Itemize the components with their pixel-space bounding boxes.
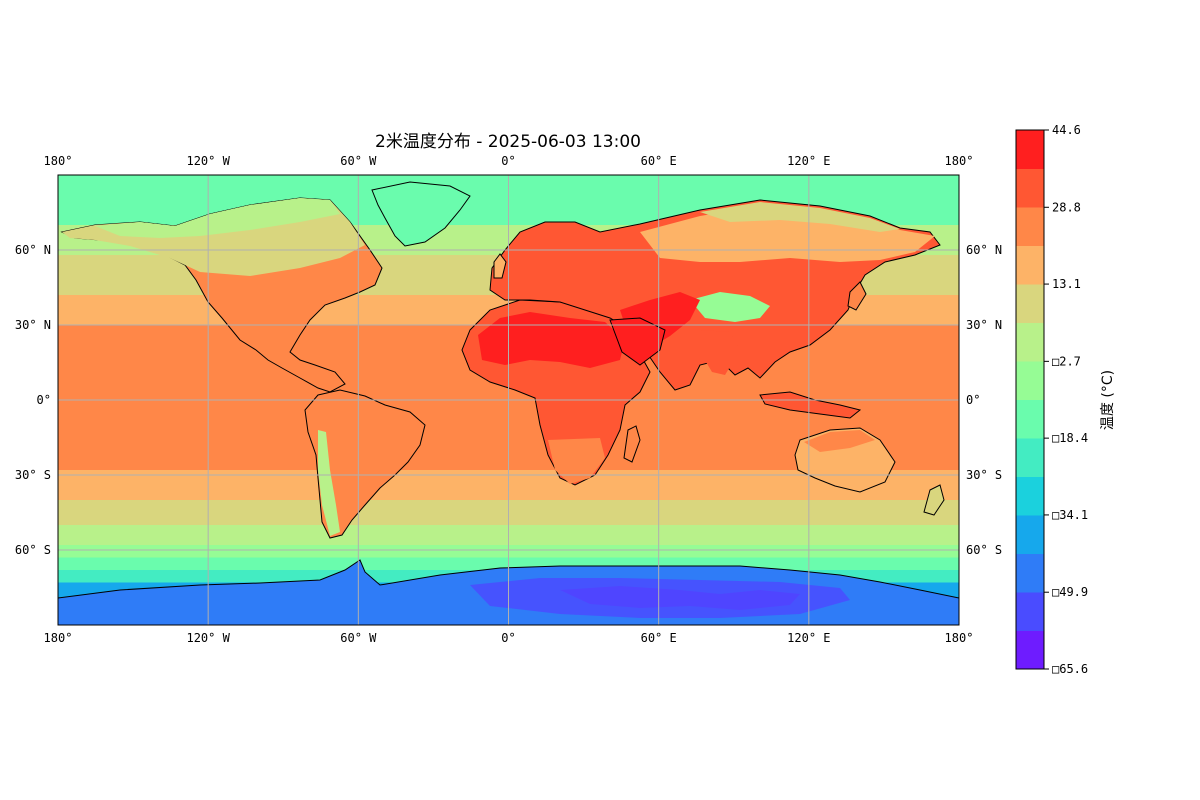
lon-tick-bottom-5: 120° E (787, 631, 830, 645)
colorbar-tick-label-3: □18.4 (1052, 431, 1088, 445)
lon-tick-top-5: 120° E (787, 154, 830, 168)
australia-north-warm (804, 430, 875, 452)
lat-tick-right-0: 60° N (966, 243, 1002, 257)
colorbar-segment-1 (1016, 592, 1044, 631)
lon-tick-top-4: 60° E (641, 154, 677, 168)
lon-tick-top-0: 180° (44, 154, 73, 168)
temperature-map (58, 175, 959, 625)
colorbar-tick-label-4: □2.7 (1052, 354, 1081, 368)
britain-land (493, 253, 507, 279)
lon-tick-bottom-1: 120° W (186, 631, 230, 645)
arabia-land (609, 317, 666, 366)
india-hot (700, 330, 740, 375)
colorbar-segment-6 (1016, 399, 1044, 439)
tibet-plateau-cool (690, 292, 770, 322)
indonesia-land (759, 391, 862, 419)
andes-cool-strip (318, 430, 340, 536)
lon-tick-bottom-2: 60° W (340, 631, 377, 645)
lat-tick-right-3: 30° S (966, 468, 1002, 482)
colorbar-tick-label-2: □34.1 (1052, 508, 1088, 522)
map-frame (57, 174, 960, 626)
antarctica-cold-ring (470, 578, 850, 618)
graticule (58, 175, 959, 625)
colorbar-tick-label-6: 28.8 (1052, 200, 1081, 214)
lat-tick-left-2: 0° (37, 393, 51, 407)
colorbar-tick-label-1: □49.9 (1052, 585, 1088, 599)
new-zealand-land (923, 484, 945, 516)
lon-tick-top-2: 60° W (340, 154, 377, 168)
colorbar-segment-8 (1016, 322, 1044, 362)
colorbar-segment-4 (1016, 476, 1044, 516)
lat-tick-left-3: 30° S (15, 468, 51, 482)
lon-tick-bottom-6: 180° (945, 631, 974, 645)
lat-tick-right-2: 0° (966, 393, 980, 407)
land-temperature-fill (58, 181, 959, 625)
lat-tick-left-0: 60° N (15, 243, 51, 257)
arctic-coast-cool (700, 202, 900, 232)
lon-tick-top-6: 180° (945, 154, 974, 168)
sahara-hot-core (478, 312, 625, 368)
map-title: 2米温度分布 - 2025-06-03 13:00 (375, 132, 641, 152)
colorbar-segments (1016, 130, 1044, 670)
axis-tick-labels: 180° 180° 120° W 120° W 60° W 60° W 0° 0° 60° E 6… (15, 154, 1002, 645)
colorbar: □65.6 □49.9 □34.1 □18.4 □2.7 13.1 28.8 44.6 温度 … (1015, 123, 1116, 676)
lon-tick-bottom-0: 180° (44, 631, 73, 645)
madagascar-land (623, 425, 641, 463)
colorbar-segment-10 (1016, 245, 1044, 285)
colorbar-segment-7 (1016, 361, 1044, 400)
colorbar-ticks: □65.6 □49.9 □34.1 □18.4 □2.7 13.1 28.8 44.6 (1044, 123, 1088, 676)
north-america-arctic-cool (95, 198, 340, 238)
colorbar-segment-12 (1016, 168, 1044, 208)
lat-tick-left-4: 60° S (15, 543, 51, 557)
colorbar-segment-13 (1016, 130, 1044, 169)
greenland-land (371, 181, 471, 247)
southern-africa-warm (548, 438, 605, 484)
colorbar-segment-9 (1016, 284, 1044, 323)
colorbar-segment-0 (1016, 630, 1044, 670)
colorbar-segment-11 (1016, 207, 1044, 246)
lon-tick-bottom-3: 0° (501, 631, 515, 645)
lon-tick-top-1: 120° W (186, 154, 230, 168)
colorbar-segment-2 (1016, 553, 1044, 593)
lat-tick-right-1: 30° N (966, 318, 1002, 332)
colorbar-segment-3 (1016, 515, 1044, 554)
lat-tick-right-4: 60° S (966, 543, 1002, 557)
colorbar-tick-label-0: □65.6 (1052, 662, 1088, 676)
colorbar-segment-5 (1016, 438, 1044, 477)
lon-tick-bottom-4: 60° E (641, 631, 677, 645)
colorbar-tick-label-5: 13.1 (1052, 277, 1081, 291)
lat-tick-left-1: 30° N (15, 318, 51, 332)
lon-tick-top-3: 0° (501, 154, 515, 168)
colorbar-frame (1015, 129, 1045, 670)
colorbar-label: 温度 (°C) (1100, 370, 1116, 430)
japan-land (847, 281, 867, 311)
colorbar-tick-label-7: 44.6 (1052, 123, 1081, 137)
